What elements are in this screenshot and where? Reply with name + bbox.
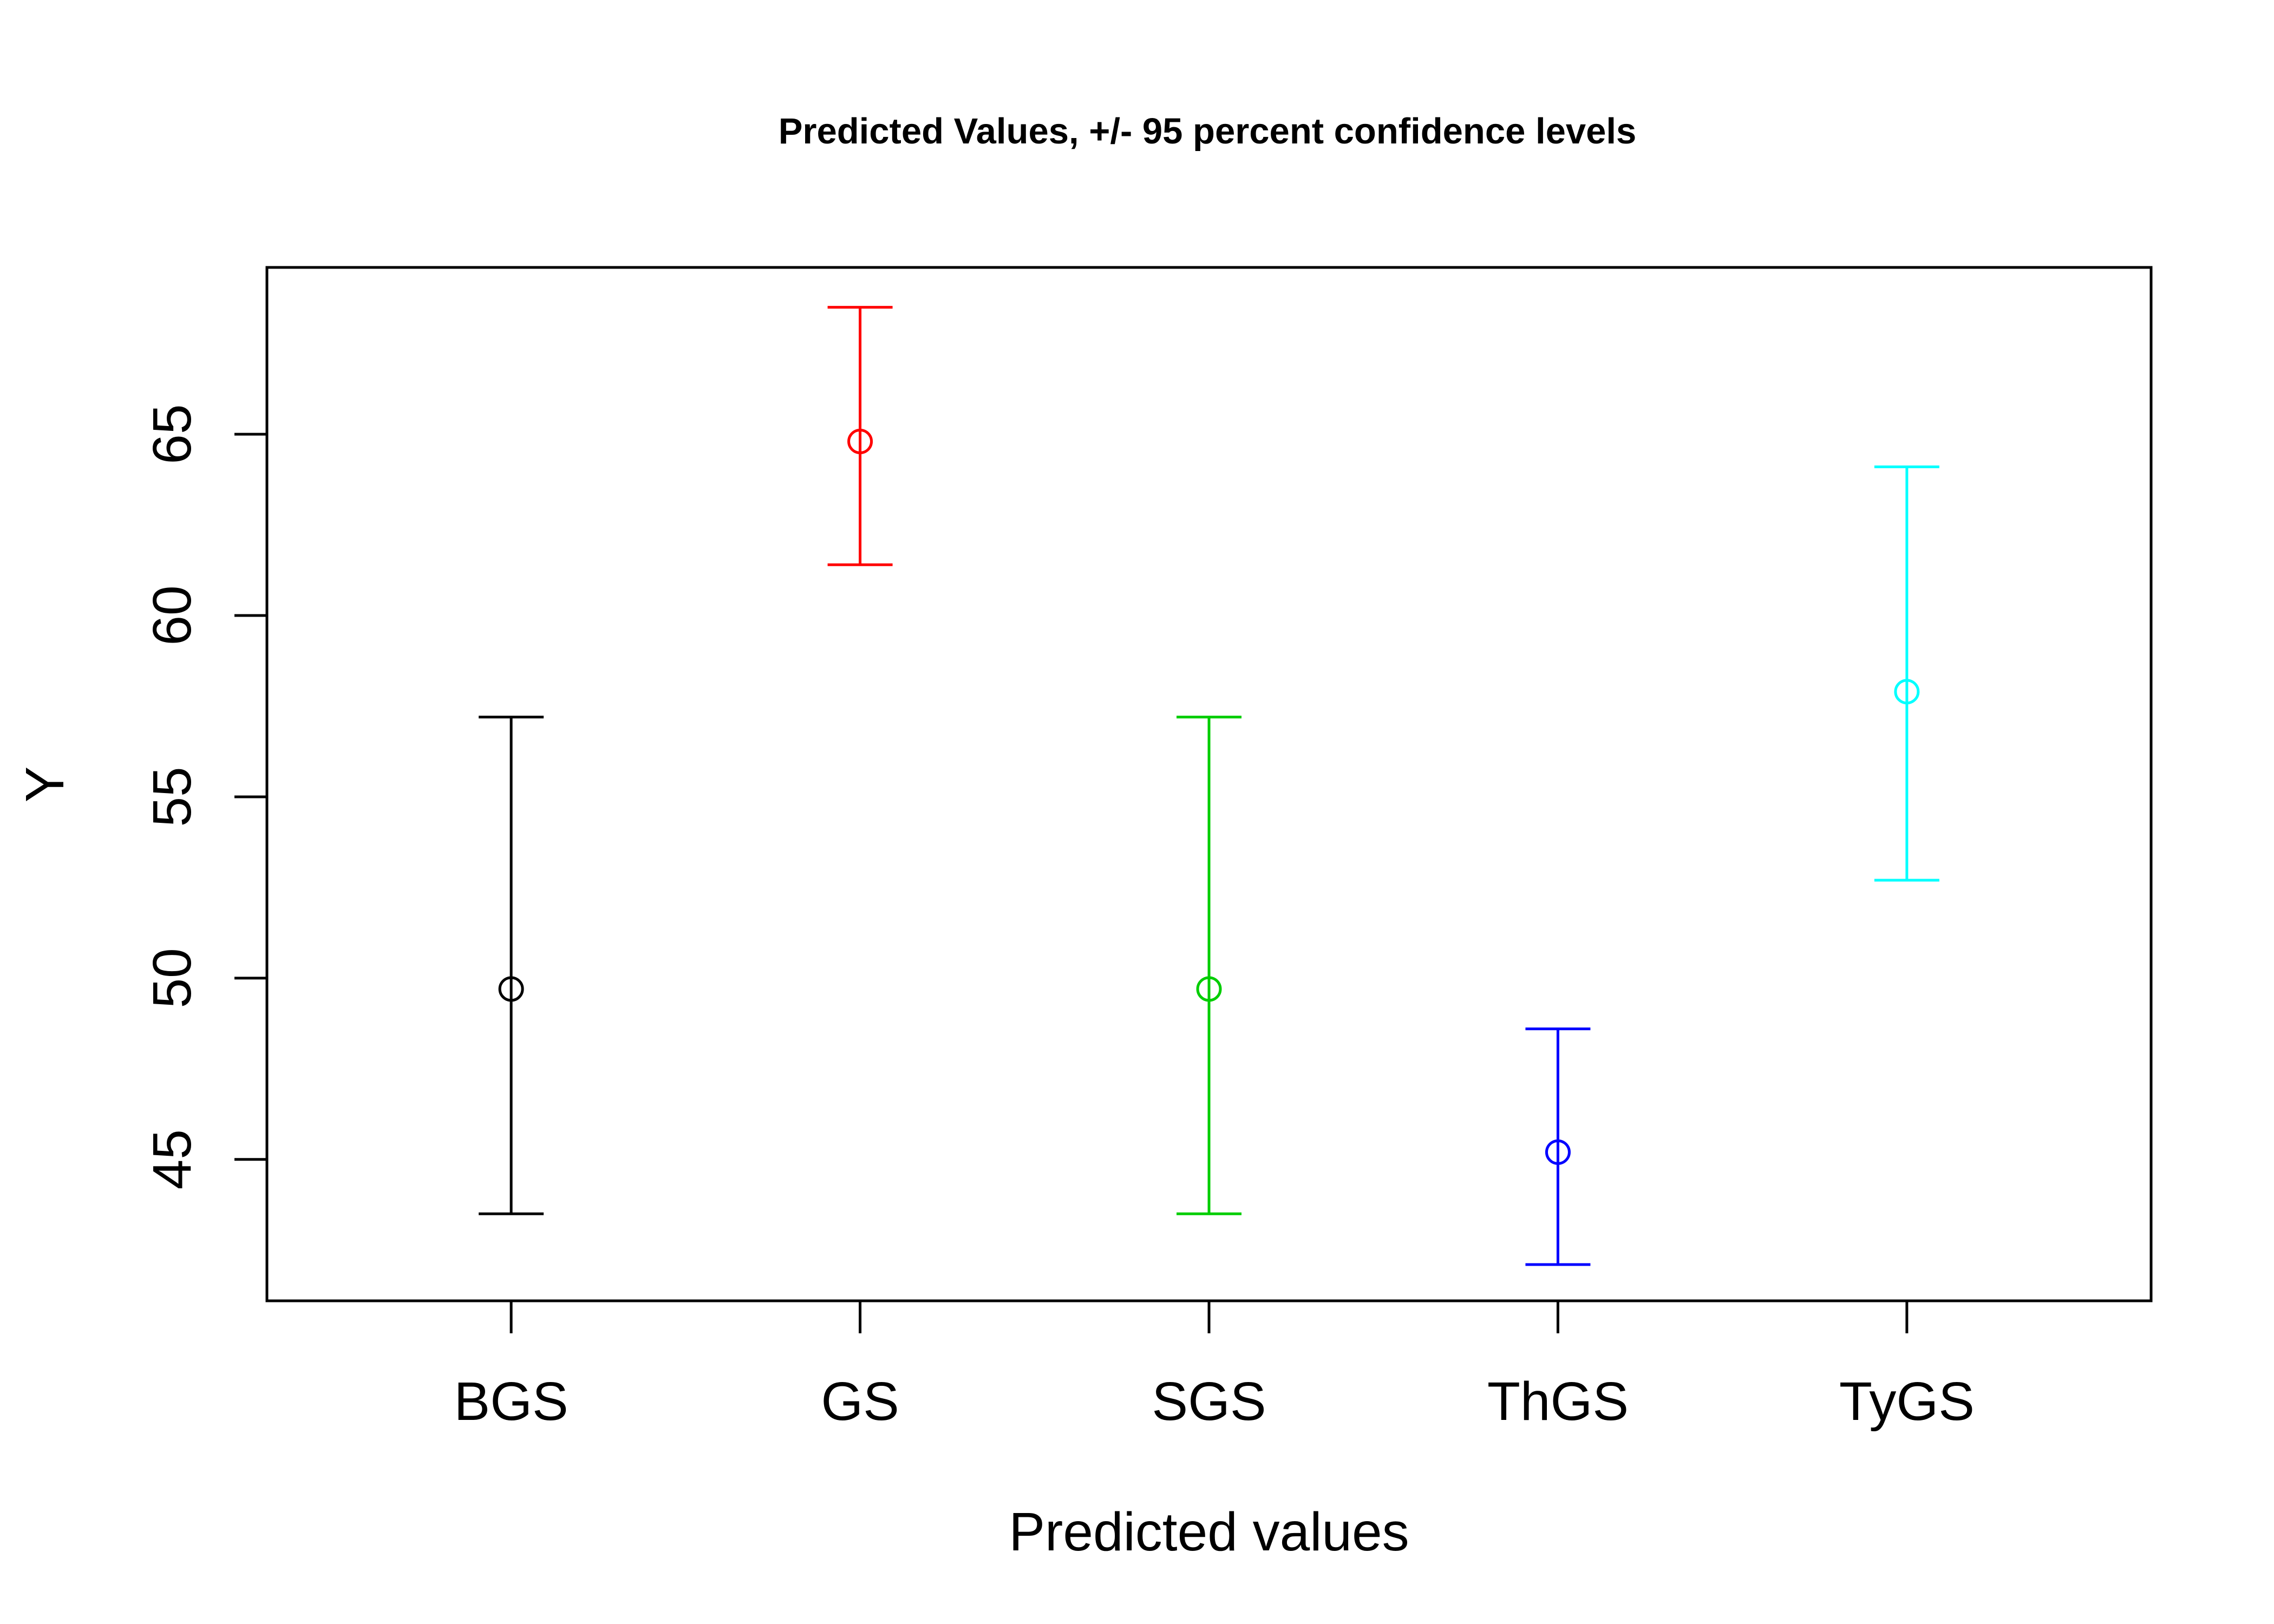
x-axis: BGS GS SGS ThGS TyGS bbox=[454, 1301, 1975, 1432]
data-point bbox=[847, 429, 873, 455]
data-point bbox=[1545, 1139, 1571, 1165]
y-axis: 45 50 55 60 65 bbox=[142, 404, 267, 1189]
x-tick-label: TyGS bbox=[1839, 1371, 1975, 1432]
data-point bbox=[498, 976, 524, 1002]
y-tick-label: 45 bbox=[142, 1129, 202, 1189]
chart-title: Predicted Values, +/- 95 percent confide… bbox=[779, 111, 1637, 152]
error-bars bbox=[479, 306, 1939, 1266]
y-axis-label: Y bbox=[15, 767, 75, 803]
x-tick-label: GS bbox=[821, 1371, 899, 1432]
x-tick-label: BGS bbox=[454, 1371, 568, 1432]
y-tick-label: 65 bbox=[142, 404, 202, 464]
y-tick-label: 60 bbox=[142, 585, 202, 645]
x-tick-label: ThGS bbox=[1487, 1371, 1629, 1432]
y-tick-label: 55 bbox=[142, 767, 202, 827]
x-axis-label: Predicted values bbox=[1009, 1502, 1409, 1562]
points bbox=[498, 429, 1920, 1165]
x-tick-label: SGS bbox=[1152, 1371, 1266, 1432]
data-point bbox=[1196, 976, 1222, 1002]
data-point bbox=[1894, 679, 1920, 705]
y-tick-label: 50 bbox=[142, 948, 202, 1008]
